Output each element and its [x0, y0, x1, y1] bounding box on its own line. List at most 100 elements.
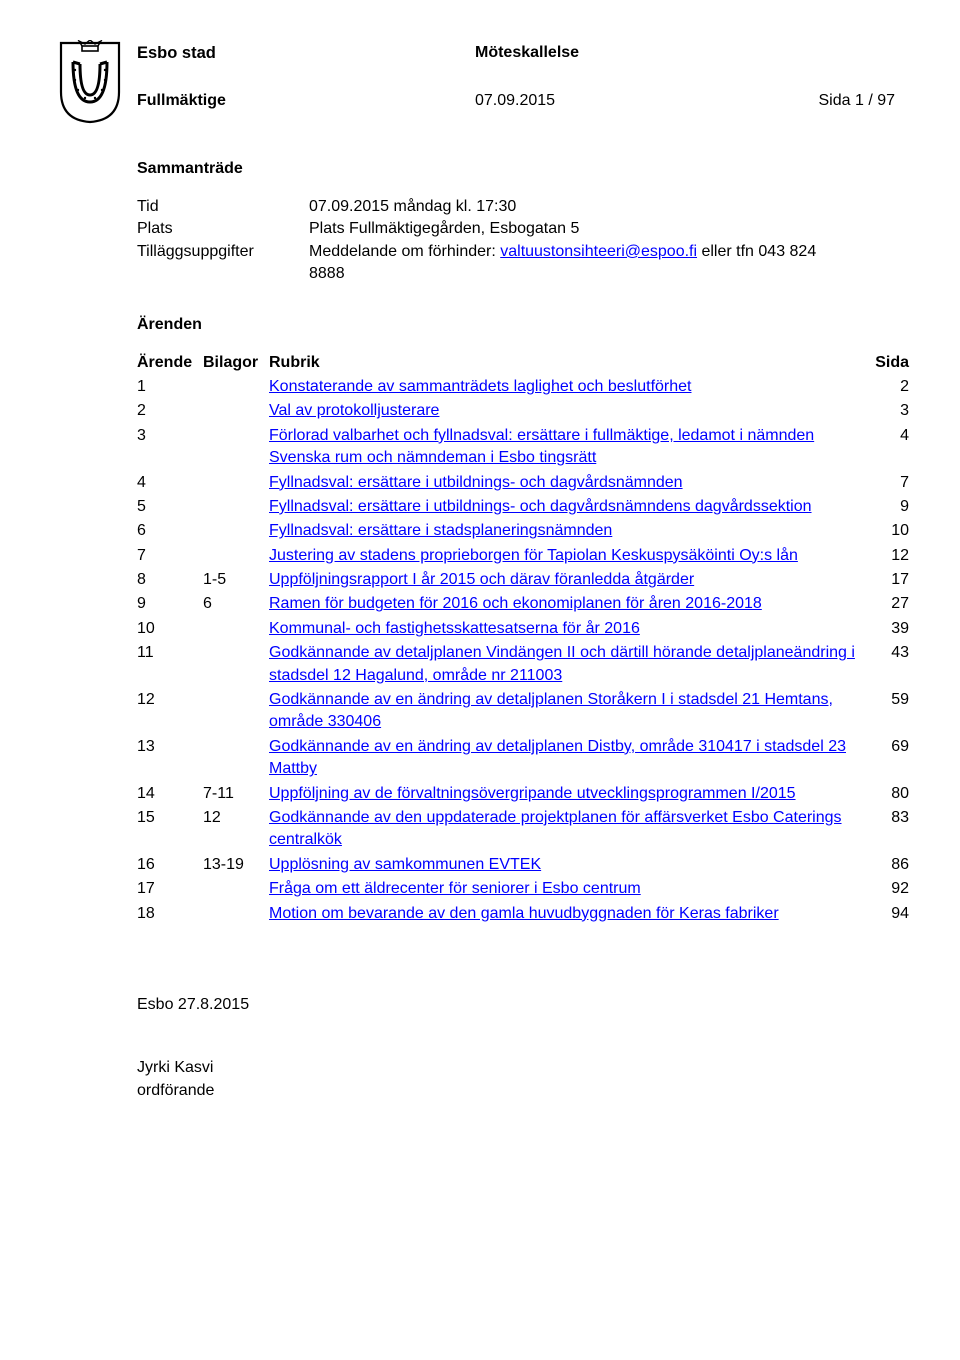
agenda-rubrik-link[interactable]: Upplösning av samkommunen EVTEK: [269, 856, 541, 873]
meta-label-plats: Plats: [137, 218, 309, 240]
agenda-row: 18 Motion om bevarande av den gamla huvud…: [137, 903, 935, 925]
agenda-rubrik-link[interactable]: Fråga om ett äldrecenter för seniorer i …: [269, 880, 641, 897]
city-name: Esbo stad: [137, 44, 216, 63]
footer-place-date: Esbo 27.8.2015: [137, 993, 853, 1016]
agenda-row: 1Konstaterande av sammanträdets laglighe…: [137, 376, 935, 398]
col-header-bilagor: Bilagor: [203, 352, 269, 374]
col-header-arende: Ärende: [137, 352, 203, 374]
agenda-cell-sida: 86: [857, 854, 909, 876]
agenda-row: 3 Förlorad valbarhet och fyllnadsval: ers…: [137, 425, 935, 470]
agenda-cell-sida: 43: [857, 642, 909, 687]
agenda-rubrik-link[interactable]: Motion om bevarande av den gamla huvudby…: [269, 905, 779, 922]
agenda-cell-bilagor: 12: [203, 807, 269, 852]
agenda-cell-rubrik: Fyllnadsval: ersättare i utbildnings- oc…: [269, 472, 857, 494]
agenda-rubrik-link[interactable]: Fyllnadsval: ersättare i stadsplanerings…: [269, 522, 612, 539]
meta-value-prefix: Meddelande om förhinder:: [309, 243, 500, 260]
agenda-cell-rubrik: Fyllnadsval: ersättare i stadsplanerings…: [269, 520, 857, 542]
agenda-cell-bilagor: 13-19: [203, 854, 269, 876]
agenda-cell-bilagor: [203, 520, 269, 542]
agenda-row: 6 Fyllnadsval: ersättare i stadsplanering…: [137, 520, 935, 542]
agenda-rubrik-link[interactable]: Fyllnadsval: ersättare i utbildnings- oc…: [269, 474, 683, 491]
agenda-cell-num: 16: [137, 854, 203, 876]
agenda-cell-bilagor: [203, 400, 269, 422]
agenda-cell-rubrik: Fråga om ett äldrecenter för seniorer i …: [269, 878, 857, 900]
agenda-row: 4 Fyllnadsval: ersättare i utbildnings- o…: [137, 472, 935, 494]
col-header-sida: Sida: [857, 352, 909, 374]
agenda-cell-num: 8: [137, 569, 203, 591]
agenda-cell-bilagor: [203, 496, 269, 518]
agenda-cell-sida: 2: [857, 376, 909, 398]
agenda-rubrik-link[interactable]: Konstaterande av sammanträdets laglighet…: [269, 378, 691, 395]
agenda-rubrik-link[interactable]: Förlorad valbarhet och fyllnadsval: ersä…: [269, 427, 814, 466]
agenda-cell-rubrik: Godkännande av en ändring av detaljplane…: [269, 736, 857, 781]
agenda-rubrik-link[interactable]: Justering av stadens proprieborgen för T…: [269, 547, 798, 564]
agenda-cell-rubrik: Kommunal- och fastighetsskattesatserna f…: [269, 618, 857, 640]
agenda-rubrik-link[interactable]: Uppföljning av de förvaltningsövergripan…: [269, 785, 796, 802]
agenda-table: Ärende Bilagor Rubrik Sida 1Konstaterand…: [137, 352, 935, 925]
document-type: Möteskallelse: [475, 44, 579, 62]
agenda-rubrik-link[interactable]: Godkännande av detaljplanen Vindängen II…: [269, 644, 855, 683]
agenda-row: 12 Godkännande av en ändring av detaljpla…: [137, 689, 935, 734]
email-link[interactable]: valtuustonsihteeri@espoo.fi: [500, 243, 697, 260]
agenda-cell-num: 12: [137, 689, 203, 734]
agenda-cell-rubrik: Uppföljning av de förvaltningsövergripan…: [269, 783, 857, 805]
agenda-row: 1613-19Upplösning av samkommunen EVTEK 86: [137, 854, 935, 876]
agenda-cell-rubrik: Val av protokolljusterare: [269, 400, 857, 422]
agenda-rubrik-link[interactable]: Val av protokolljusterare: [269, 402, 439, 419]
agenda-cell-sida: 27: [857, 593, 909, 615]
agenda-cell-bilagor: [203, 903, 269, 925]
agenda-cell-num: 13: [137, 736, 203, 781]
agenda-cell-bilagor: 1-5: [203, 569, 269, 591]
agenda-cell-num: 18: [137, 903, 203, 925]
meeting-section-title: Sammanträde: [137, 160, 853, 178]
agenda-cell-num: 5: [137, 496, 203, 518]
meta-value-plats: Plats Fullmäktigegården, Esbogatan 5: [309, 218, 853, 240]
agenda-rubrik-link[interactable]: Godkännande av en ändring av detaljplane…: [269, 691, 833, 730]
agenda-cell-rubrik: Uppföljningsrapport I år 2015 och därav …: [269, 569, 857, 591]
doc-header: Esbo stad Möteskallelse Fullmäktige 07.0…: [55, 40, 935, 130]
agenda-row: 7Justering av stadens proprieborgen för …: [137, 545, 935, 567]
agenda-row: 1512Godkännande av den uppdaterade proje…: [137, 807, 935, 852]
agenda-cell-sida: 9: [857, 496, 909, 518]
agenda-cell-rubrik: Förlorad valbarhet och fyllnadsval: ersä…: [269, 425, 857, 470]
page-indicator: Sida 1 / 97: [819, 92, 896, 110]
city-crest-icon: [55, 40, 125, 125]
agenda-cell-bilagor: [203, 736, 269, 781]
agenda-cell-bilagor: [203, 618, 269, 640]
agenda-cell-bilagor: 7-11: [203, 783, 269, 805]
agenda-rubrik-link[interactable]: Godkännande av en ändring av detaljplane…: [269, 738, 846, 777]
agenda-row: 81-5Uppföljningsrapport I år 2015 och dä…: [137, 569, 935, 591]
agenda-cell-sida: 3: [857, 400, 909, 422]
agenda-cell-rubrik: Godkännande av detaljplanen Vindängen II…: [269, 642, 857, 687]
meeting-meta: Tid 07.09.2015 måndag kl. 17:30 Plats Pl…: [137, 196, 853, 286]
agenda-rubrik-link[interactable]: Godkännande av den uppdaterade projektpl…: [269, 809, 842, 848]
agenda-row: 13 Godkännande av en ändring av detaljpla…: [137, 736, 935, 781]
signature-name: Jyrki Kasvi: [137, 1056, 853, 1079]
agenda-cell-sida: 94: [857, 903, 909, 925]
agenda-cell-sida: 83: [857, 807, 909, 852]
agenda-cell-bilagor: 6: [203, 593, 269, 615]
agenda-header-row: Ärende Bilagor Rubrik Sida: [137, 352, 935, 374]
agenda-cell-bilagor: [203, 472, 269, 494]
agenda-cell-bilagor: [203, 689, 269, 734]
agenda-cell-num: 15: [137, 807, 203, 852]
agenda-cell-num: 17: [137, 878, 203, 900]
agenda-cell-num: 6: [137, 520, 203, 542]
agenda-cell-sida: 59: [857, 689, 909, 734]
agenda-rubrik-link[interactable]: Fyllnadsval: ersättare i utbildnings- oc…: [269, 498, 812, 515]
agenda-cell-rubrik: Godkännande av den uppdaterade projektpl…: [269, 807, 857, 852]
agenda-rubrik-link[interactable]: Uppföljningsrapport I år 2015 och därav …: [269, 571, 694, 588]
meta-value-tillaggsuppgifter: Meddelande om förhinder: valtuustonsihte…: [309, 241, 853, 286]
agenda-cell-sida: 10: [857, 520, 909, 542]
agenda-cell-num: 3: [137, 425, 203, 470]
agenda-rubrik-link[interactable]: Kommunal- och fastighetsskattesatserna f…: [269, 620, 640, 637]
agenda-cell-rubrik: Upplösning av samkommunen EVTEK: [269, 854, 857, 876]
header-date: 07.09.2015: [475, 92, 555, 110]
agenda-cell-bilagor: [203, 878, 269, 900]
agenda-rubrik-link[interactable]: Ramen för budgeten för 2016 och ekonomip…: [269, 595, 762, 612]
agenda-row: 147-11Uppföljning av de förvaltningsöver…: [137, 783, 935, 805]
agenda-cell-sida: 7: [857, 472, 909, 494]
agenda-cell-num: 2: [137, 400, 203, 422]
agenda-cell-num: 4: [137, 472, 203, 494]
signature-title: ordförande: [137, 1079, 853, 1102]
